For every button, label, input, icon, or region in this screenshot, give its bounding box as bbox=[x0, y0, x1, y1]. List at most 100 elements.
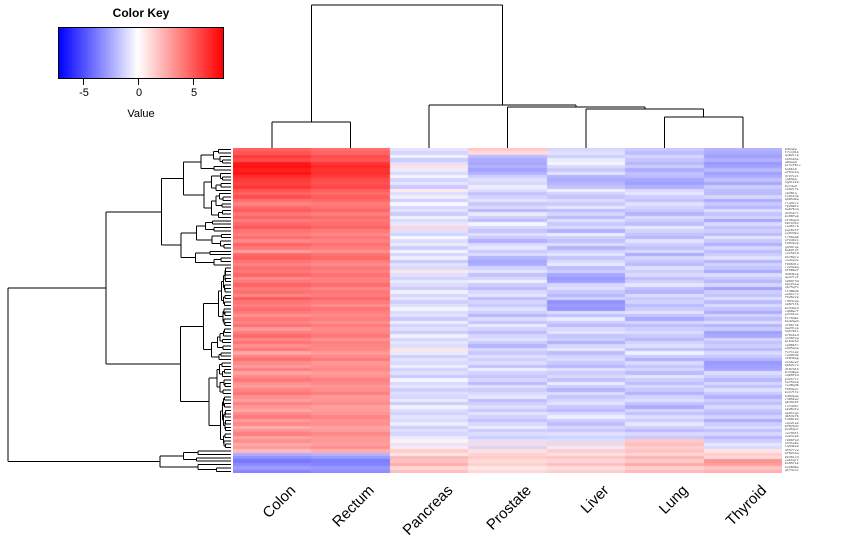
row-label: ht58bsf bbox=[785, 268, 799, 273]
row-label: kr81bsd bbox=[785, 333, 799, 337]
row-label: sx93dkn bbox=[785, 231, 799, 236]
row-label: bn95fsk bbox=[785, 461, 799, 466]
row-label: nt83bqp bbox=[785, 356, 799, 361]
row-label: xq69fkd bbox=[785, 373, 799, 378]
row-dendrogram bbox=[7, 149, 231, 472]
row-label: mx34hsd bbox=[785, 306, 799, 310]
color-key-title: Color Key bbox=[112, 6, 170, 20]
row-label: rd53vqw bbox=[785, 299, 799, 303]
row-label: kp12nsw bbox=[785, 282, 799, 286]
row-label: tl79dmx bbox=[785, 316, 799, 320]
row-label: je83pq bbox=[785, 177, 797, 181]
row-label: hq57mtv bbox=[785, 329, 799, 334]
row-label: lx74dhr bbox=[785, 404, 799, 408]
column-label-pancreas: Pancreas bbox=[399, 482, 457, 539]
row-label: zt36qsd bbox=[785, 218, 799, 222]
row-label: qv82lrp bbox=[785, 153, 799, 158]
row-label: nf24hzx bbox=[785, 238, 799, 242]
row-label: pq18vtf bbox=[785, 228, 799, 232]
row-label: nk87ltb bbox=[785, 302, 799, 307]
row-label: qs85dkw bbox=[785, 197, 799, 202]
column-label-liver: Liver bbox=[577, 482, 613, 518]
row-label: vw61qrt bbox=[785, 458, 799, 462]
row-label: kb72nhx bbox=[785, 221, 799, 225]
row-label: pn21rlv bbox=[785, 377, 799, 381]
row-label: rw49hdk bbox=[785, 353, 799, 357]
row-label: hs6bn2 bbox=[785, 167, 797, 171]
row-label: vb75qfx bbox=[785, 285, 799, 290]
color-key-tick bbox=[193, 79, 194, 85]
row-label: bf87mdx bbox=[785, 424, 799, 429]
row-label: dx51krl bbox=[785, 211, 799, 215]
row-label: lq94ksm bbox=[785, 444, 799, 449]
row-label: zm69rhd bbox=[785, 279, 799, 283]
row-label: fk96dlx bbox=[785, 262, 799, 266]
row-label: sd25qnw bbox=[785, 346, 799, 351]
row-label: hd62pqs bbox=[785, 394, 799, 398]
row-label: bv34mws bbox=[785, 370, 799, 374]
color-key-tick bbox=[138, 79, 139, 85]
row-label: qw37lvt bbox=[785, 275, 799, 280]
row-label: rn85kwx bbox=[785, 397, 799, 401]
row-label: cp98ktr bbox=[785, 343, 799, 347]
color-key-axis-label: Value bbox=[127, 108, 155, 120]
row-label: mv98fwp bbox=[785, 214, 799, 219]
row-label: wf94ckq bbox=[785, 170, 799, 175]
row-label: xv15ktd bbox=[785, 252, 799, 256]
row-label: cs48qdb bbox=[785, 384, 799, 388]
column-label-lung: Lung bbox=[655, 482, 692, 518]
row-label: hx28dmw bbox=[785, 465, 799, 469]
column-label-colon: Colon bbox=[259, 482, 300, 522]
row-label: dt57rvw bbox=[785, 448, 799, 452]
color-key-tick bbox=[83, 79, 84, 85]
row-label: zk51mhs bbox=[785, 157, 799, 161]
row-label: qb39vmf bbox=[785, 400, 799, 405]
row-label: gd39rqs bbox=[785, 245, 799, 249]
row-label: mh78qrw bbox=[785, 255, 799, 259]
row-label: km52xrn bbox=[785, 363, 799, 368]
row-label: sw91crn bbox=[785, 292, 799, 297]
row-label: cw79htl bbox=[785, 431, 799, 435]
row-label: wp91cqv bbox=[785, 411, 799, 415]
row-label: tn68rkh bbox=[785, 417, 799, 422]
column-label-prostate: Prostate bbox=[482, 482, 535, 534]
row-label: dl87qth bbox=[785, 367, 799, 371]
row-label: ty61hnp bbox=[785, 194, 799, 198]
column-label-thyroid: Thyroid bbox=[722, 482, 770, 530]
row-label: rl43xcv bbox=[785, 201, 799, 205]
row-label: ng5tz1m bbox=[785, 180, 799, 185]
row-label: vf96rnk bbox=[785, 323, 799, 327]
heatmap-matrix bbox=[233, 148, 782, 473]
row-label: fp29mtz bbox=[785, 204, 799, 208]
row-label: vm38lq bbox=[785, 191, 797, 195]
row-label: nh31wbx bbox=[785, 441, 799, 445]
row-label: cs41pnz bbox=[785, 258, 799, 263]
color-key-tick-label: 0 bbox=[135, 87, 143, 99]
row-label: xs23vpk bbox=[785, 434, 799, 439]
row-label: pz15knv bbox=[785, 312, 799, 317]
row-label: mk36lxd bbox=[785, 455, 799, 459]
row-label: dn84kxp bbox=[785, 272, 799, 276]
row-label: pl3xt8rv bbox=[785, 163, 801, 168]
row-label: rv23wmq bbox=[785, 265, 799, 269]
row-label: hw67bnq bbox=[785, 208, 799, 212]
row-label: lt48mdk bbox=[785, 289, 799, 293]
row-label: tk87mvp bbox=[785, 241, 799, 246]
row-label: dr27vxl bbox=[785, 174, 799, 178]
color-key-tick-label: -5 bbox=[79, 87, 89, 99]
row-label: ml64vhz bbox=[785, 340, 799, 344]
row-label: cw45lrm bbox=[785, 224, 799, 229]
row-label: dm53xfb bbox=[785, 414, 799, 418]
color-key-tick-label: 5 bbox=[190, 87, 198, 99]
row-label: fv71lmx bbox=[785, 350, 799, 354]
row-label: t7xnd1k bbox=[785, 150, 799, 154]
row-label: ck92rfs bbox=[785, 187, 799, 192]
row-label: vq12lws bbox=[785, 421, 799, 425]
row-label: fk93wnr bbox=[785, 387, 799, 391]
column-dendrogram bbox=[271, 4, 744, 148]
row-labels: m4kq2w t7xnd1k qv82lrp zk51mhs a9dwq4 pl3xt8r… bbox=[785, 147, 861, 473]
row-label: m4kq2w bbox=[785, 147, 797, 151]
row-label: bw62lnf bbox=[785, 248, 799, 252]
row-label: zs16vwf bbox=[785, 360, 799, 364]
